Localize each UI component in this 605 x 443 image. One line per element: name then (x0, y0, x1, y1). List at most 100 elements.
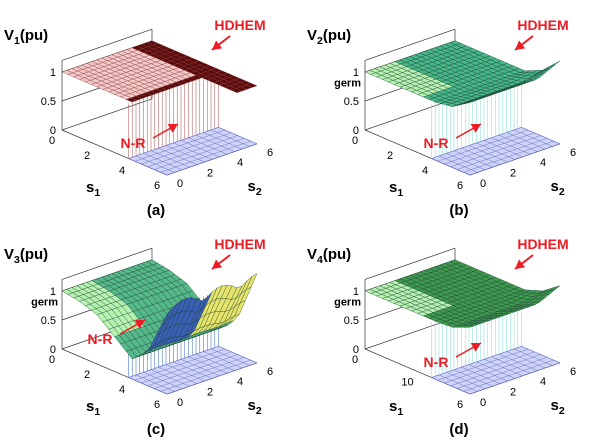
nr-floor-gridline (469, 143, 561, 176)
s1-tick-label: 6 (457, 399, 463, 411)
panel-label: (c) (147, 421, 165, 438)
top-back-edge (61, 247, 153, 280)
nr-annotation: N-R (88, 331, 113, 347)
z-axis-title: V2(pu) (307, 27, 351, 47)
nr-floor-gridline (450, 354, 541, 386)
hdhem-annotation: HDHEM (517, 17, 568, 33)
nr-floor-gridline (154, 138, 245, 170)
nr-annotation: N-R (121, 135, 146, 151)
hdhem-arrow-head (515, 259, 526, 269)
s1-tick-label: 0 (352, 354, 358, 366)
s2-tick-label: 2 (510, 168, 516, 180)
nr-floor-gridline (463, 140, 554, 173)
z-tick-label: 0 (353, 125, 359, 137)
z-axis-title: V1(pu) (4, 27, 48, 47)
s1-tick-label: 0 (49, 135, 55, 147)
hdhem-annotation: HDHEM (517, 236, 568, 252)
s1-tick-label: 2 (387, 150, 393, 162)
nr-floor-gridline (218, 346, 258, 363)
nr-arrow-head (134, 320, 145, 329)
nr-floor-gridline (134, 348, 225, 381)
s2-tick-label: 4 (237, 157, 243, 169)
s2-axis-title: s2 (551, 397, 565, 417)
nr-annotation: N-R (424, 135, 449, 151)
s1-axis-title: s1 (389, 398, 403, 418)
s1-tick-label: 4 (119, 165, 125, 177)
nr-floor-gridline (437, 129, 528, 162)
panel-label: (b) (449, 202, 468, 219)
s1-tick-label: 4 (422, 165, 428, 177)
nr-floor-gridline (166, 362, 258, 395)
z-tick-label: 1 (50, 67, 56, 79)
s2-axis-title: s2 (248, 397, 262, 417)
s2-tick-label: 4 (540, 376, 546, 388)
nr-floor-gridline (160, 140, 251, 173)
hdhem-surface-cell (549, 285, 561, 292)
z-tick-label: 1 (353, 67, 359, 79)
nr-arrow-head (167, 124, 178, 133)
nr-floor-gridline (147, 135, 238, 167)
nr-arrow-head (470, 124, 481, 133)
s2-tick-label: 4 (540, 157, 546, 169)
panel-label: (a) (147, 202, 165, 219)
hdhem-arrow-head (212, 259, 223, 269)
z-tick-label: 0.5 (41, 96, 56, 108)
z-tick-label: 0 (50, 344, 56, 356)
s2-tick-label: 0 (480, 397, 486, 409)
nr-floor-gridline (141, 132, 232, 165)
s1-tick-label: 6 (154, 399, 160, 411)
s1-tick-label: 10 (401, 377, 413, 389)
nr-floor-gridline (444, 351, 535, 384)
hdhem-annotation: HDHEM (214, 17, 265, 33)
s1-tick-label: 6 (154, 180, 160, 192)
nr-floor-gridline (437, 348, 528, 381)
s1-axis-title: s1 (86, 398, 100, 418)
panel-1: 0 0.5 1 0 2 4 6 0 2 4 6 V1(pu) s1 s2 (a) HDHEM N-R (4, 17, 273, 219)
s2-tick-label: 2 (510, 387, 516, 399)
nr-floor-gridline (463, 359, 554, 392)
nr-annotation: N-R (424, 354, 449, 370)
z-tick-label: 0.5 (344, 315, 359, 327)
z-tick-label: 0 (50, 125, 56, 137)
top-back-edge (364, 247, 456, 280)
nr-floor-gridline (166, 143, 258, 176)
s1-axis-title: s1 (389, 179, 403, 199)
s2-axis-title: s2 (248, 178, 262, 198)
s2-tick-label: 2 (207, 387, 213, 399)
back-floor-edge (61, 98, 153, 131)
hdhem-surface-cell (245, 273, 258, 290)
s1-axis-title: s1 (86, 179, 100, 199)
s2-tick-label: 6 (570, 366, 576, 378)
hdhem-arrow-head (515, 40, 526, 50)
hdhem-surface-cell (549, 60, 561, 68)
z-tick-label: 0 (353, 344, 359, 356)
s2-tick-label: 6 (267, 147, 273, 159)
nr-arrow-head (470, 343, 481, 352)
nr-floor-gridline (134, 129, 225, 162)
s2-tick-label: 0 (177, 178, 183, 190)
z-tick-label: germ (334, 77, 361, 89)
z-tick-label: 1 (50, 286, 56, 298)
nr-floor-gridline (160, 359, 251, 392)
top-back-edge (61, 28, 153, 61)
nr-floor-gridline (457, 357, 548, 389)
s2-tick-label: 0 (480, 178, 486, 190)
s2-tick-label: 6 (570, 147, 576, 159)
s1-tick-label: 0 (352, 135, 358, 147)
back-floor-edge (364, 98, 456, 131)
s2-tick-label: 2 (207, 168, 213, 180)
s1-tick-label: 2 (84, 369, 90, 381)
nr-floor-gridline (469, 362, 561, 395)
nr-floor-gridline (141, 351, 232, 384)
s2-tick-label: 4 (237, 376, 243, 388)
z-tick-label: 0.5 (41, 315, 56, 327)
nr-floor-gridline (444, 132, 535, 165)
s2-tick-label: 6 (267, 366, 273, 378)
nr-floor-gridline (450, 135, 541, 167)
z-tick-label: germ (334, 296, 361, 308)
z-tick-label: germ (31, 296, 58, 308)
